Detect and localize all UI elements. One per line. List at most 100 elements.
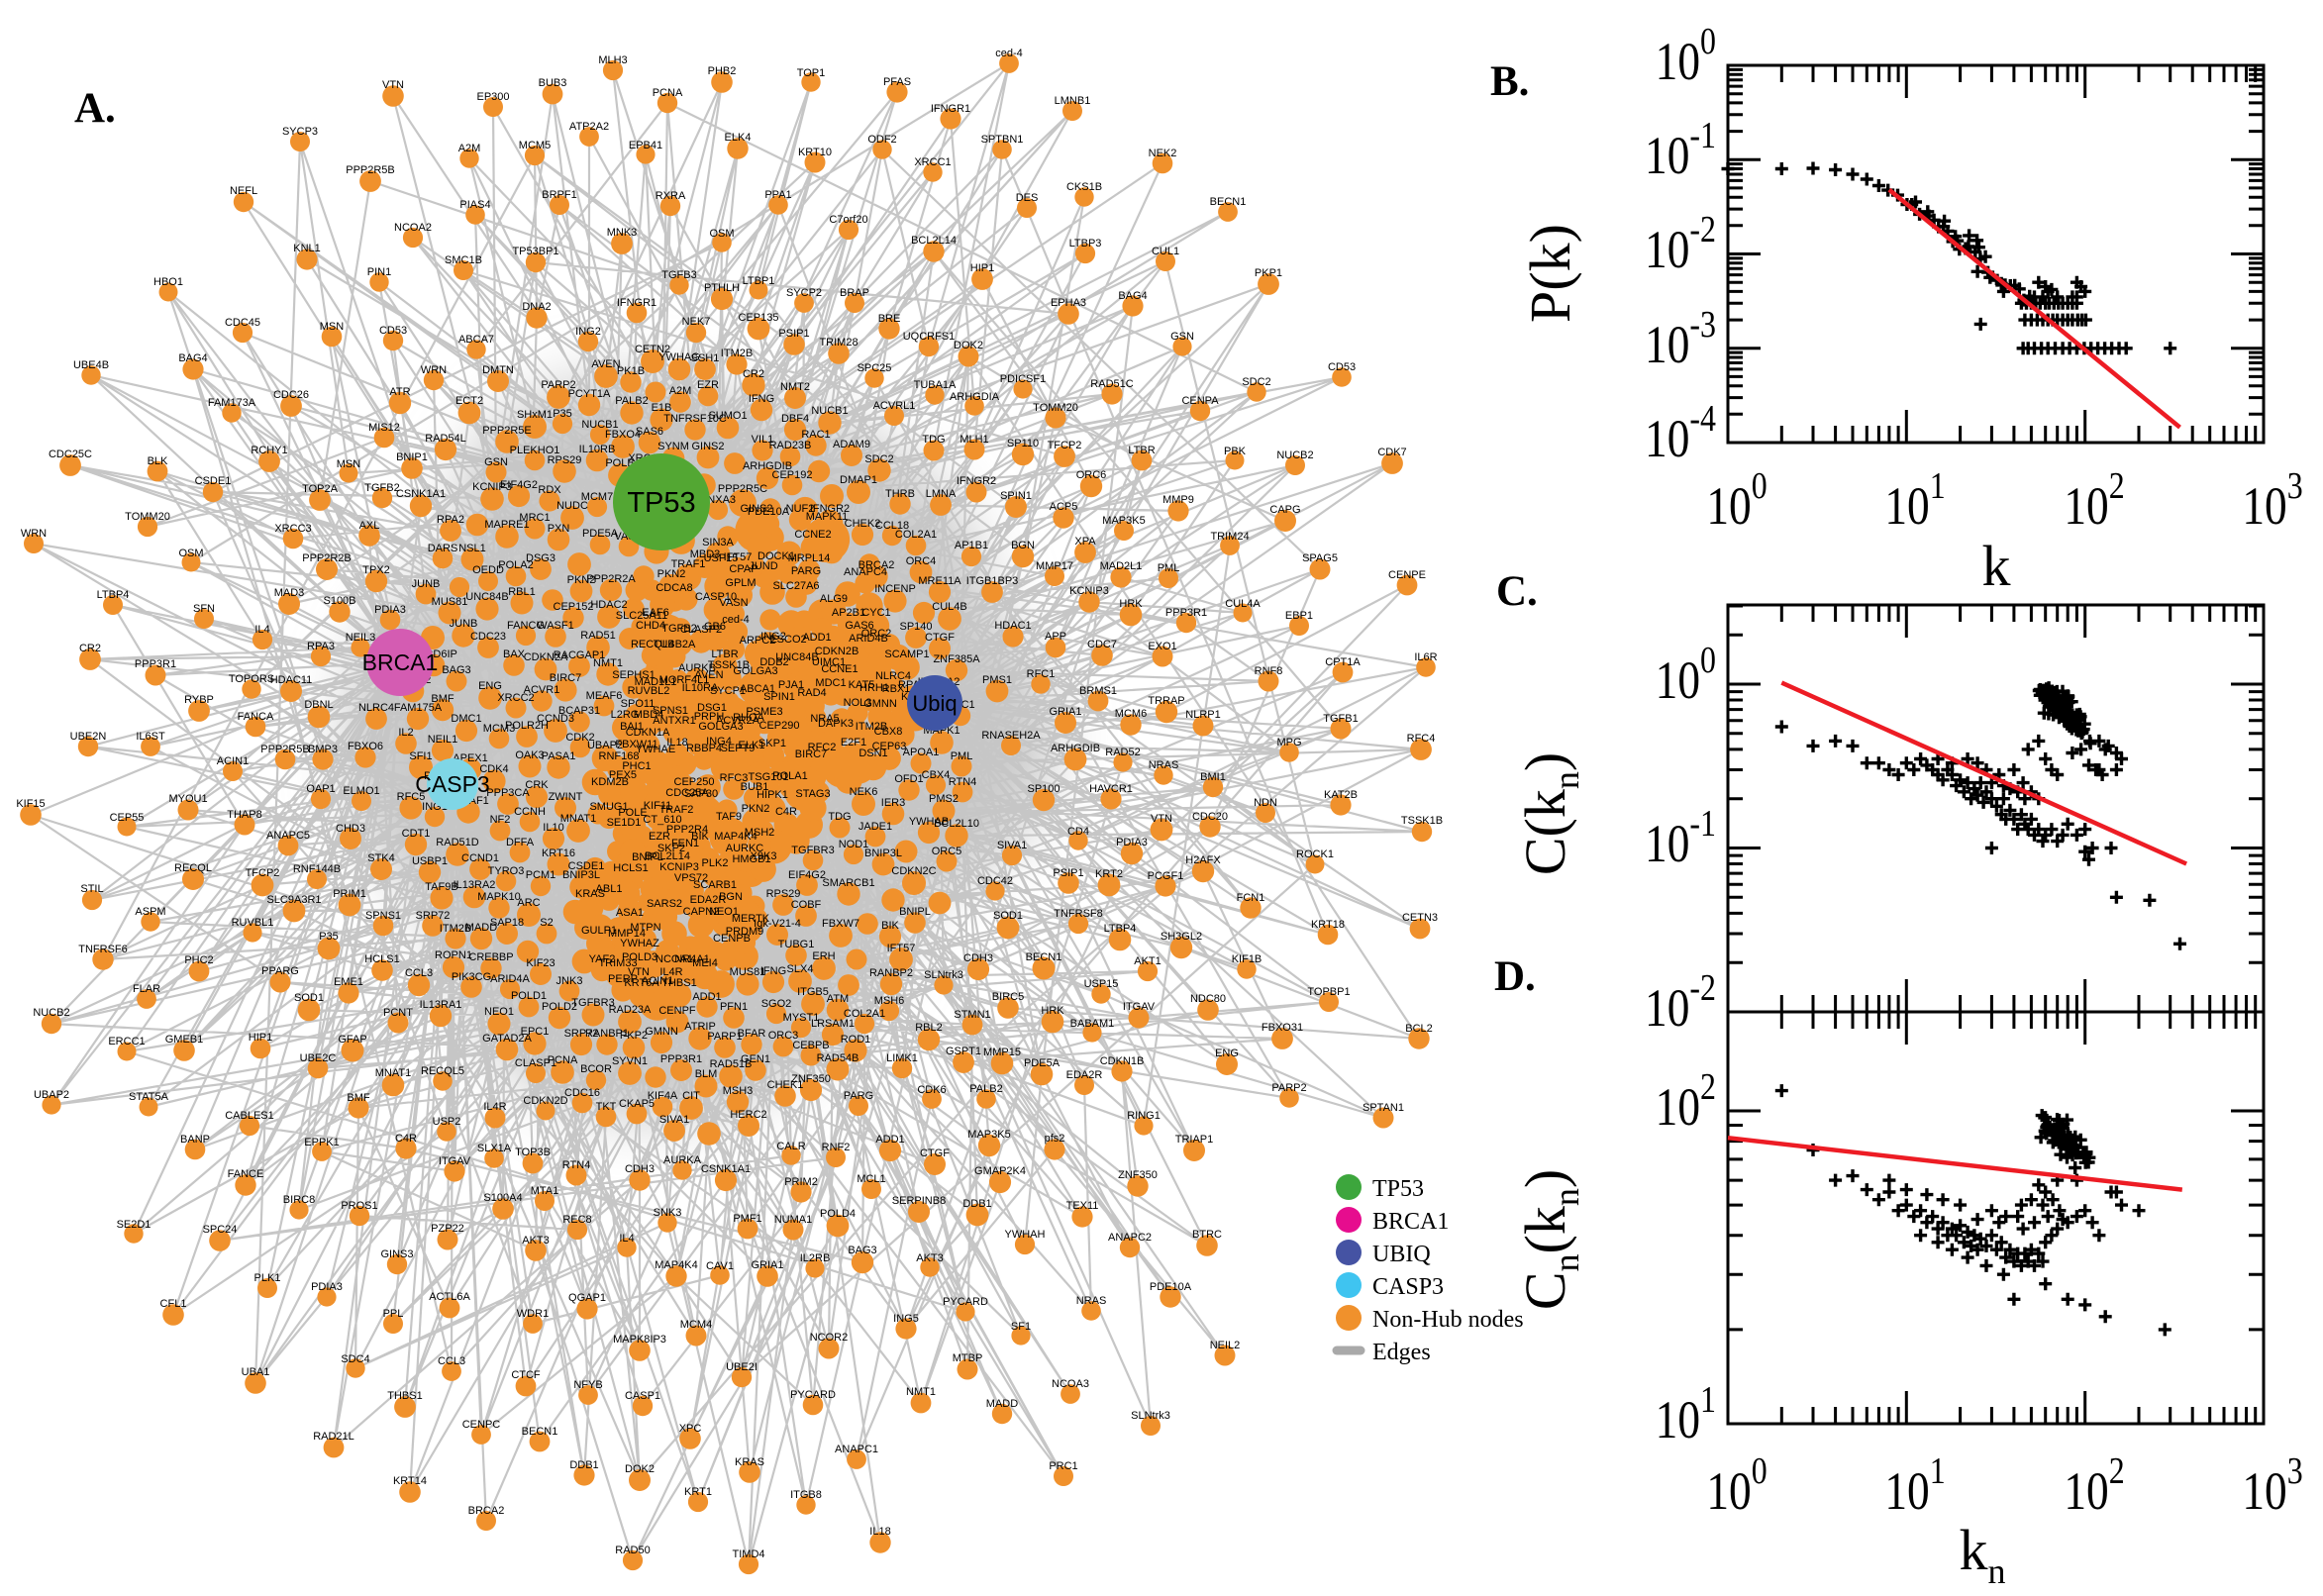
svg-text:YWHAE: YWHAE <box>636 744 675 755</box>
svg-text:USBP1: USBP1 <box>412 855 448 867</box>
svg-text:PXN: PXN <box>548 523 570 535</box>
svg-text:MUS81: MUS81 <box>730 966 766 978</box>
svg-text:HAVCR1: HAVCR1 <box>1089 783 1133 795</box>
svg-text:ABL1: ABL1 <box>596 883 623 895</box>
svg-text:TAF9B: TAF9B <box>425 881 457 893</box>
svg-text:BMI1: BMI1 <box>1200 771 1226 783</box>
svg-text:RNF168: RNF168 <box>599 750 640 762</box>
svg-text:FBXO6: FBXO6 <box>348 741 383 752</box>
svg-text:PMS1: PMS1 <box>982 674 1012 686</box>
svg-text:PPP3R1: PPP3R1 <box>135 658 176 670</box>
svg-text:NCOR2: NCOR2 <box>810 1332 849 1344</box>
svg-text:SYCP3: SYCP3 <box>282 126 318 138</box>
svg-text:SLNtrk3: SLNtrk3 <box>1131 1410 1170 1422</box>
svg-text:BRCA2: BRCA2 <box>468 1505 505 1517</box>
svg-text:YWHAB: YWHAB <box>909 816 949 828</box>
svg-text:TRIM24: TRIM24 <box>1210 531 1249 543</box>
svg-text:DSG3: DSG3 <box>526 552 556 564</box>
svg-text:YAF2: YAF2 <box>589 953 616 965</box>
svg-text:IL18: IL18 <box>869 1526 890 1538</box>
svg-text:SLX1A: SLX1A <box>477 1143 512 1154</box>
svg-text:MYST1: MYST1 <box>783 1012 820 1024</box>
svg-text:BMF: BMF <box>347 1092 370 1104</box>
svg-text:ACTL6A: ACTL6A <box>429 1291 470 1303</box>
svg-text:PIAS4: PIAS4 <box>459 199 490 211</box>
svg-text:YWHAZ: YWHAZ <box>620 938 659 949</box>
svg-text:DARS: DARS <box>428 543 458 554</box>
svg-text:PRC1: PRC1 <box>1049 1460 1077 1472</box>
svg-text:MEI4: MEI4 <box>692 957 718 969</box>
svg-text:MAPK8IP3: MAPK8IP3 <box>613 1334 666 1346</box>
svg-text:MSH6: MSH6 <box>874 995 905 1007</box>
svg-text:ARC: ARC <box>517 897 540 909</box>
svg-text:CLASP2: CLASP2 <box>680 624 722 636</box>
svg-text:CEP250: CEP250 <box>674 776 715 788</box>
svg-text:DDB1: DDB1 <box>962 1198 991 1210</box>
svg-text:RUVBL2: RUVBL2 <box>628 685 670 697</box>
svg-text:PKP1: PKP1 <box>1255 267 1282 279</box>
svg-text:AP1B1: AP1B1 <box>955 540 988 551</box>
svg-text:SRP72: SRP72 <box>564 1028 599 1040</box>
svg-text:MTBP: MTBP <box>953 1352 983 1364</box>
svg-text:PML: PML <box>951 750 973 762</box>
svg-text:BLM: BLM <box>695 1068 718 1080</box>
svg-text:XRCC3: XRCC3 <box>274 523 311 535</box>
svg-text:OAK3: OAK3 <box>515 749 544 761</box>
svg-text:IER3: IER3 <box>881 797 905 809</box>
svg-text:MCL1: MCL1 <box>857 1173 885 1185</box>
svg-text:TSSK1B: TSSK1B <box>1401 815 1443 827</box>
svg-text:TNFRSF6: TNFRSF6 <box>78 944 128 955</box>
svg-text:RFC5: RFC5 <box>397 791 426 803</box>
svg-text:FANCG: FANCG <box>507 620 545 632</box>
svg-text:LTBR: LTBR <box>711 648 738 660</box>
svg-text:CBX4: CBX4 <box>922 769 951 781</box>
svg-text:BIK: BIK <box>691 831 709 843</box>
svg-text:PARG: PARG <box>791 565 821 577</box>
svg-text:DDB2: DDB2 <box>759 656 788 668</box>
svg-text:BRE: BRE <box>878 313 901 325</box>
svg-text:CDC25C: CDC25C <box>49 449 92 460</box>
svg-text:RANBP2: RANBP2 <box>869 967 913 979</box>
svg-text:PHC1: PHC1 <box>622 760 651 772</box>
svg-text:ATRIP: ATRIP <box>684 1021 716 1033</box>
svg-text:HERC2: HERC2 <box>730 1109 766 1121</box>
svg-text:CEP135: CEP135 <box>739 312 779 324</box>
svg-text:ADD1: ADD1 <box>875 1134 904 1146</box>
svg-text:KCNIP3: KCNIP3 <box>1069 585 1109 597</box>
svg-text:SFN: SFN <box>193 603 215 615</box>
svg-text:TSG101: TSG101 <box>749 771 789 783</box>
svg-text:PMS2: PMS2 <box>929 793 959 805</box>
svg-text:ITGAV: ITGAV <box>1123 1001 1156 1013</box>
svg-text:CREBBP: CREBBP <box>468 951 513 963</box>
svg-text:ACP5: ACP5 <box>1050 501 1078 513</box>
svg-text:PK1B: PK1B <box>617 365 645 377</box>
svg-text:MRC1: MRC1 <box>519 512 550 524</box>
svg-text:ESCO2: ESCO2 <box>769 634 806 646</box>
svg-text:KRT6A: KRT6A <box>624 977 659 989</box>
svg-text:NRA5: NRA5 <box>810 713 839 725</box>
svg-text:RAD23B: RAD23B <box>769 440 812 451</box>
svg-text:SLNtrk3: SLNtrk3 <box>924 969 963 981</box>
svg-text:RAD52: RAD52 <box>1105 747 1140 758</box>
svg-text:EZR: EZR <box>649 831 670 843</box>
svg-text:OEDD: OEDD <box>472 564 504 576</box>
svg-text:NCOA2: NCOA2 <box>394 222 432 234</box>
svg-text:ANAPC2: ANAPC2 <box>1108 1232 1152 1244</box>
svg-text:NOD1: NOD1 <box>839 839 869 850</box>
svg-text:ECT2: ECT2 <box>455 395 483 407</box>
svg-text:ERH: ERH <box>812 950 835 962</box>
svg-text:UNC84B: UNC84B <box>775 651 818 663</box>
svg-text:IFNG: IFNG <box>760 965 786 977</box>
svg-text:BMP3: BMP3 <box>308 744 338 755</box>
svg-text:SFI1: SFI1 <box>409 750 432 762</box>
svg-text:PLK1: PLK1 <box>254 1272 281 1284</box>
svg-text:CDC26: CDC26 <box>273 389 309 401</box>
svg-text:CUL4A: CUL4A <box>1225 598 1261 610</box>
svg-text:MUS81: MUS81 <box>432 596 468 608</box>
svg-text:KAT5: KAT5 <box>849 679 875 691</box>
svg-text:ZNF350: ZNF350 <box>1118 1169 1158 1181</box>
svg-text:CETN3: CETN3 <box>1402 912 1438 924</box>
svg-text:RBBP4: RBBP4 <box>686 743 722 754</box>
svg-text:CAV1: CAV1 <box>706 1260 734 1272</box>
svg-text:COBF: COBF <box>791 899 822 911</box>
